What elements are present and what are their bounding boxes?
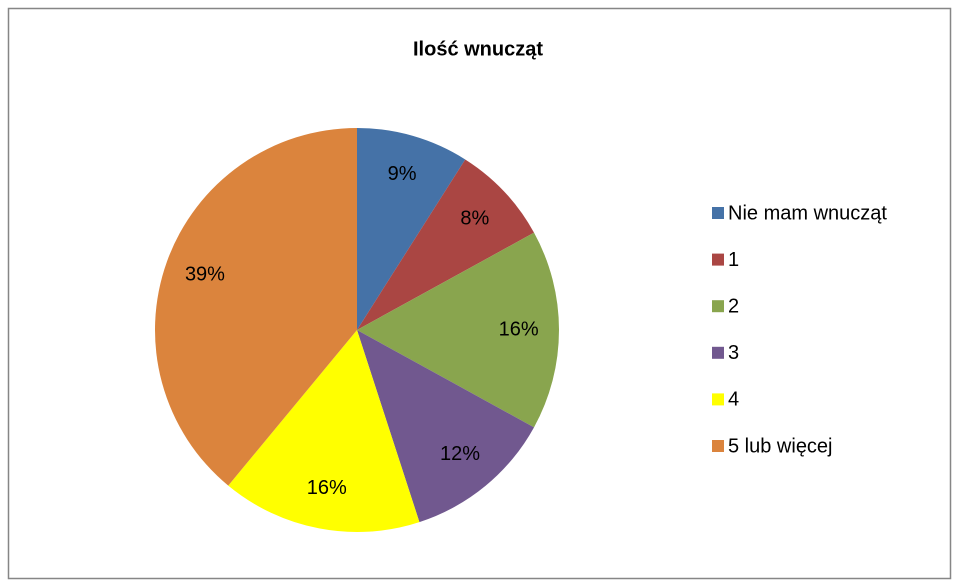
pie-slice xyxy=(357,232,559,428)
pie-slice xyxy=(357,159,535,330)
data-label: 8% xyxy=(460,208,489,230)
legend-swatch xyxy=(712,207,724,219)
data-label: 16% xyxy=(307,477,347,499)
legend-label: 4 xyxy=(728,389,739,411)
legend-label: 3 xyxy=(728,342,739,364)
legend-swatch xyxy=(712,253,724,266)
legend-swatch xyxy=(712,393,724,406)
legend-label: 5 lub więcej xyxy=(728,435,833,457)
legend-swatch xyxy=(712,346,724,359)
legend-swatch xyxy=(712,300,724,313)
data-label: 12% xyxy=(440,443,480,465)
legend-swatch xyxy=(712,440,724,452)
data-label: 16% xyxy=(499,318,539,340)
pie-slice xyxy=(357,128,466,330)
pie-slice xyxy=(357,330,535,523)
data-label: 9% xyxy=(388,163,417,185)
legend-label: Nie mam wnucząt xyxy=(728,202,887,224)
legend-label: 2 xyxy=(728,295,739,317)
pie-slice xyxy=(155,128,357,486)
legend-label: 1 xyxy=(728,249,739,271)
data-label: 39% xyxy=(185,264,225,286)
pie-slice xyxy=(228,330,420,532)
chart-title: Ilość wnucząt xyxy=(413,38,543,60)
